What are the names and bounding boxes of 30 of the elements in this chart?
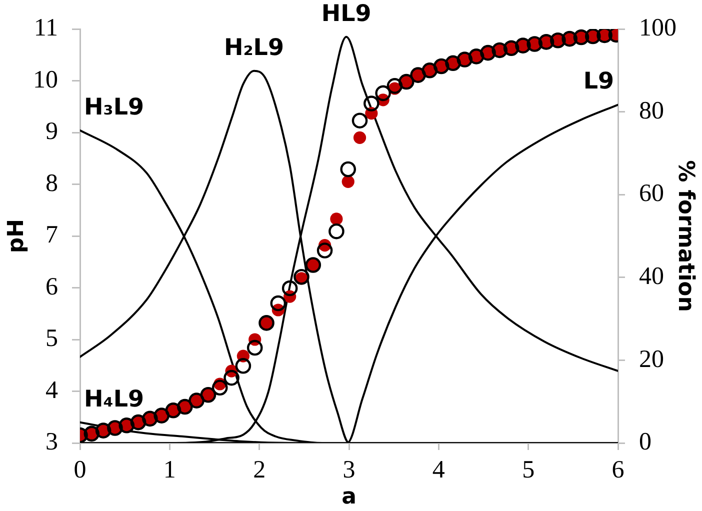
y-tick-label: 6 [46,273,58,300]
y-tick-label: 9 [46,118,58,146]
x-tick-label: 5 [522,456,535,484]
series-label: L9 [583,68,614,95]
y-tick-label: 5 [46,325,58,352]
x-tick-label: 1 [163,456,176,484]
series-label: H₂L9 [224,34,284,61]
y-tick-label: 11 [34,14,58,42]
y2-axis-title: % formation [673,160,698,312]
y-tick-label: 8 [46,170,58,197]
y2-tick-label: 40 [639,262,664,290]
y-tick-label: 7 [46,222,58,249]
x-tick-label: 2 [253,456,266,484]
x-tick-label: 6 [612,456,624,484]
series-label: HL9 [321,0,372,27]
y2-tick-label: 60 [639,180,664,208]
x-axis-title: a [342,484,356,510]
y2-tick-label: 80 [639,97,664,124]
y2-tick-label: 20 [639,346,664,373]
y-tick-label: 3 [46,428,58,456]
y2-tick-label: 100 [639,14,676,42]
x-tick-label: 3 [342,456,356,484]
y2-tick-label: 0 [639,428,652,456]
y-axis-title: pH [4,218,29,254]
y-tick-label: 10 [33,66,58,94]
x-tick-label: 4 [432,456,446,484]
y-tick-label: 4 [46,376,58,404]
series-label: H₄L9 [84,386,144,412]
series-label: H₃L9 [84,94,144,120]
x-tick-label: 0 [74,456,86,484]
